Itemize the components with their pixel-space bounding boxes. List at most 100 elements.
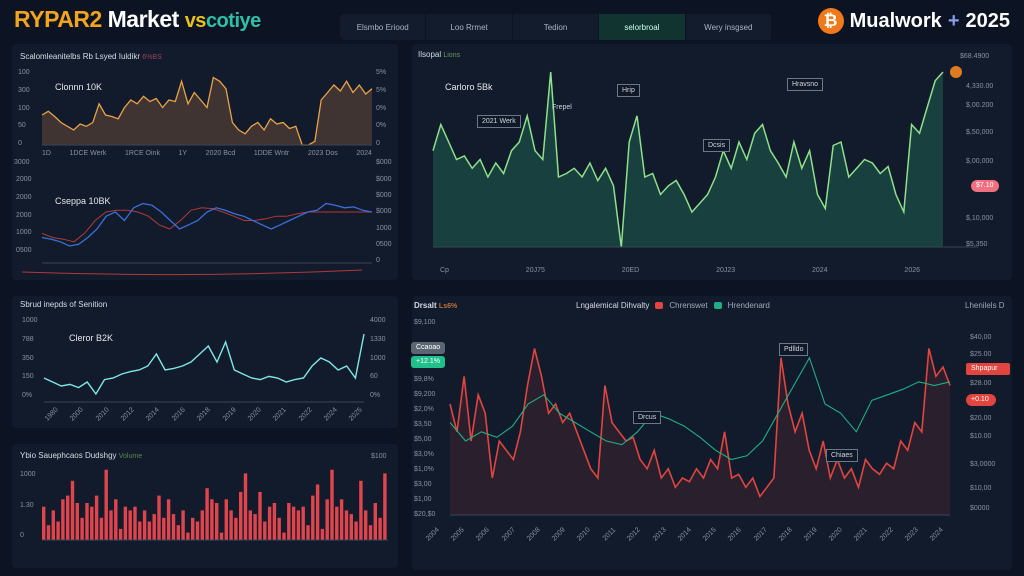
logo-text-2: Market: [107, 6, 180, 32]
volume-bar: [339, 499, 344, 540]
tick-label: $5,350: [966, 241, 988, 248]
volume-bar: [162, 517, 166, 540]
chart-e-legend: Lngalemical Dihvalty Chrenswet Hrendenar…: [576, 301, 770, 310]
volume-bar: [109, 510, 113, 540]
tick-label: $10,00: [970, 485, 992, 492]
tick-label: 4000: [370, 317, 386, 324]
volume-bar: [248, 510, 252, 540]
volume-bar: [191, 517, 195, 540]
legend-swatch-teal: [713, 302, 722, 309]
volume-bar: [80, 517, 84, 540]
tab-3[interactable]: Tedion: [513, 14, 600, 40]
volume-bar: [176, 525, 180, 540]
tab-4-active[interactable]: selorbroal: [599, 14, 686, 40]
chart-e-center-title: Lngalemical Dihvalty: [576, 301, 650, 310]
volume-bar: [51, 510, 55, 540]
tick-label: 4,330.00: [966, 83, 994, 90]
volume-bar: [46, 525, 51, 540]
x-tick-label: 2024: [812, 267, 828, 274]
tick-label: $,50,000: [966, 129, 994, 136]
volume-bar: [364, 510, 368, 540]
tick-label: $20,00: [970, 415, 992, 422]
coin-marker-icon: [950, 66, 962, 78]
volume-bar: [359, 480, 363, 540]
volume-bar: [282, 532, 286, 540]
volume-bar: [373, 503, 377, 540]
pill-right-round: +0.10: [966, 394, 996, 406]
tick-label: 2000: [16, 193, 32, 201]
tick-label: $0000: [970, 505, 990, 512]
volume-bar: [267, 506, 272, 540]
annotation: 2021 Werk: [477, 115, 521, 128]
tick-label: 5%: [376, 69, 387, 76]
volume-bar: [152, 514, 156, 540]
tick-label: 2000: [16, 176, 32, 183]
panel-e-title-text: Drsalt: [414, 301, 437, 310]
tick-label: $9,200: [414, 391, 436, 398]
tick-label: 1000: [20, 471, 36, 478]
volume-bar: [186, 532, 190, 540]
legend-item[interactable]: Chrenswet: [669, 301, 708, 310]
tick-label: 0500: [376, 240, 392, 248]
panel-b-title-text: Ilsopal: [418, 50, 442, 59]
annotation: Dcsis: [703, 139, 731, 152]
logo-text-1: RYPAR2: [14, 6, 102, 32]
tick-label: $,00,000: [966, 158, 994, 165]
volume-bar: [224, 499, 228, 540]
tick-label: 1000: [370, 354, 386, 362]
volume-bar: [315, 484, 320, 540]
x-tick-label: 2026: [904, 267, 920, 274]
tick-label: 0%: [376, 104, 387, 112]
tick-label: $10.00: [970, 433, 992, 440]
volume-bar: [296, 510, 301, 540]
panel-c-title: Sbrud inepds of Senition: [20, 300, 108, 309]
volume-bar: [42, 506, 46, 540]
volume-bar: [229, 510, 233, 540]
tab-2[interactable]: Loo Rrmet: [426, 14, 513, 40]
chart-a1: [41, 76, 373, 146]
volume-bar: [234, 517, 238, 540]
volume-bar: [99, 517, 104, 540]
chart-a2-top-right: $000: [376, 159, 392, 166]
tick-label: $000: [376, 208, 392, 216]
volume-bar: [70, 480, 75, 540]
tick-label: $40,00: [970, 334, 992, 341]
tick-label: 0%: [376, 122, 387, 130]
volume-bar: [253, 514, 257, 540]
tab-5[interactable]: Wery insgsed: [686, 14, 773, 40]
tick-label: 1330: [370, 335, 386, 343]
volume-bar: [243, 473, 248, 540]
volume-bar: [219, 532, 224, 540]
brand-name: Mualwork: [849, 9, 942, 32]
x-tick-label: 20J23: [716, 267, 736, 274]
panel-a-subtitle: 6%BS: [142, 54, 162, 61]
volume-bar: [61, 499, 65, 540]
tick-label: 150: [22, 373, 34, 381]
tick-label: 350: [22, 354, 34, 362]
chart-a1-line: [41, 76, 373, 146]
volume-bar: [368, 525, 373, 540]
chart-b-line: [432, 71, 944, 248]
volume-bar: [104, 469, 108, 540]
volume-bar: [118, 528, 123, 540]
volume-bar: [94, 495, 99, 540]
x-tick-label: 1DCE Werk: [69, 150, 107, 157]
panel-b-price: $68.4900: [960, 53, 990, 60]
volume-bar: [181, 510, 185, 540]
brand: ₿ Mualwork + 2025: [817, 8, 1010, 34]
chart-c-label: Cleror B2K: [69, 333, 114, 343]
logo-text-4: cotiye: [205, 10, 261, 32]
legend-item[interactable]: Hrendenard: [727, 301, 770, 310]
volume-bar: [239, 491, 243, 540]
x-tick-label: 2020 Bcd: [205, 150, 236, 157]
x-tick-label: 2024: [356, 150, 372, 157]
chart-b-label: Carloro 5Bk: [445, 82, 493, 92]
volume-bar: [56, 521, 60, 540]
volume-bar: [320, 528, 325, 540]
volume-bar: [166, 499, 171, 540]
x-tick-label: 1RCE Oink: [124, 150, 160, 157]
tab-1[interactable]: Elsmbo Eriood: [340, 14, 427, 40]
bitcoin-icon: ₿: [817, 8, 844, 34]
panel-sentiment: [12, 296, 398, 428]
tick-label: 0: [18, 140, 22, 147]
